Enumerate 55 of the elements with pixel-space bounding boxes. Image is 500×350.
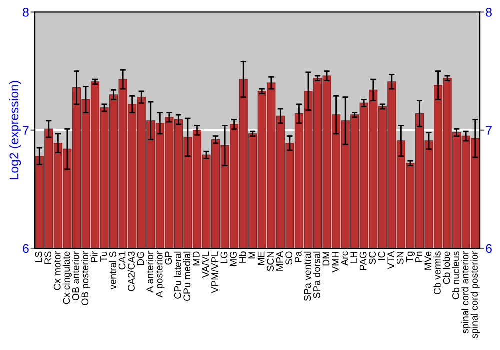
y2-tick-label: 8 [486,8,492,17]
x-tick-label: ventral S [109,252,116,290]
x-tick-label: MPA [276,251,284,271]
x-tick-label: SO [286,252,293,265]
x-tick-label: Tu [100,252,108,262]
x-tick-label: Hb [239,252,246,263]
x-tick-label: Pir [90,251,98,262]
x-tick-label: DG [137,252,144,266]
y2-tick-label: 6 [486,244,492,254]
y2-tick-label: 7 [486,126,492,135]
x-tick-label: GP [165,252,172,265]
x-tick-label: SPa dorsal [313,252,320,298]
x-tick-label: IC [378,252,386,260]
x-tick-label: A anterior [146,251,154,293]
x-tick-label: Tg [406,252,415,262]
x-tick-label: CA2/CA3 [128,252,135,292]
x-tick-label: CPu medial [183,252,191,302]
x-tick-label: LS [35,252,42,262]
x-tick-label: MD [193,252,200,266]
x-tick-label: SPa ventral [304,252,312,302]
x-tick-label: CPu lateral [174,252,182,299]
x-tick-label: Arc [341,252,348,266]
x-tick-label: SC [369,252,376,264]
x-tick-label: OB posterior [81,251,91,306]
x-tick-label: SN [396,252,404,264]
x-tick-label: Pa [295,251,302,262]
x-tick-label: spinal cord posterior [470,251,480,339]
x-tick-label: spinal cord anterior [462,251,471,334]
y-tick-label: 7 [23,126,29,135]
x-tick-label: Cb lobe [443,252,450,284]
y-tick-label: 8 [23,8,29,17]
x-tick-label: PAG [360,252,367,270]
x-tick-label: VPM/VPL [211,252,218,294]
x-tick-label: RS [44,252,52,264]
x-tick-label: M [248,252,256,259]
x-tick-label: SCN [267,252,274,272]
x-tick-label: DM [322,252,330,266]
x-tick-label: LH [350,252,358,263]
x-tick-label: CA1 [118,252,126,270]
x-tick-label: Cb vermis [434,252,441,295]
x-tick-label: MG [230,252,237,266]
x-tick-label: Cx motor [54,251,61,290]
x-tick-label: MVe [424,252,432,270]
x-tick-label: Cx cingulate [62,252,72,304]
x-tick-label: Pn [416,252,422,262]
x-tick-label: VTA [388,251,394,270]
x-tick-label: A posterior [156,251,165,298]
x-tick-label: Cb nucleus [452,252,460,300]
y-axis-title: Log2 (expression) [9,81,22,180]
x-tick-label: VA/VL [202,252,210,278]
x-tick-label: LG [220,252,228,264]
x-tick-label: ME [258,252,265,266]
y-tick-label: 6 [23,244,29,254]
x-tick-label: VMH [332,252,339,273]
x-tick-label: OB anterior [72,251,80,301]
